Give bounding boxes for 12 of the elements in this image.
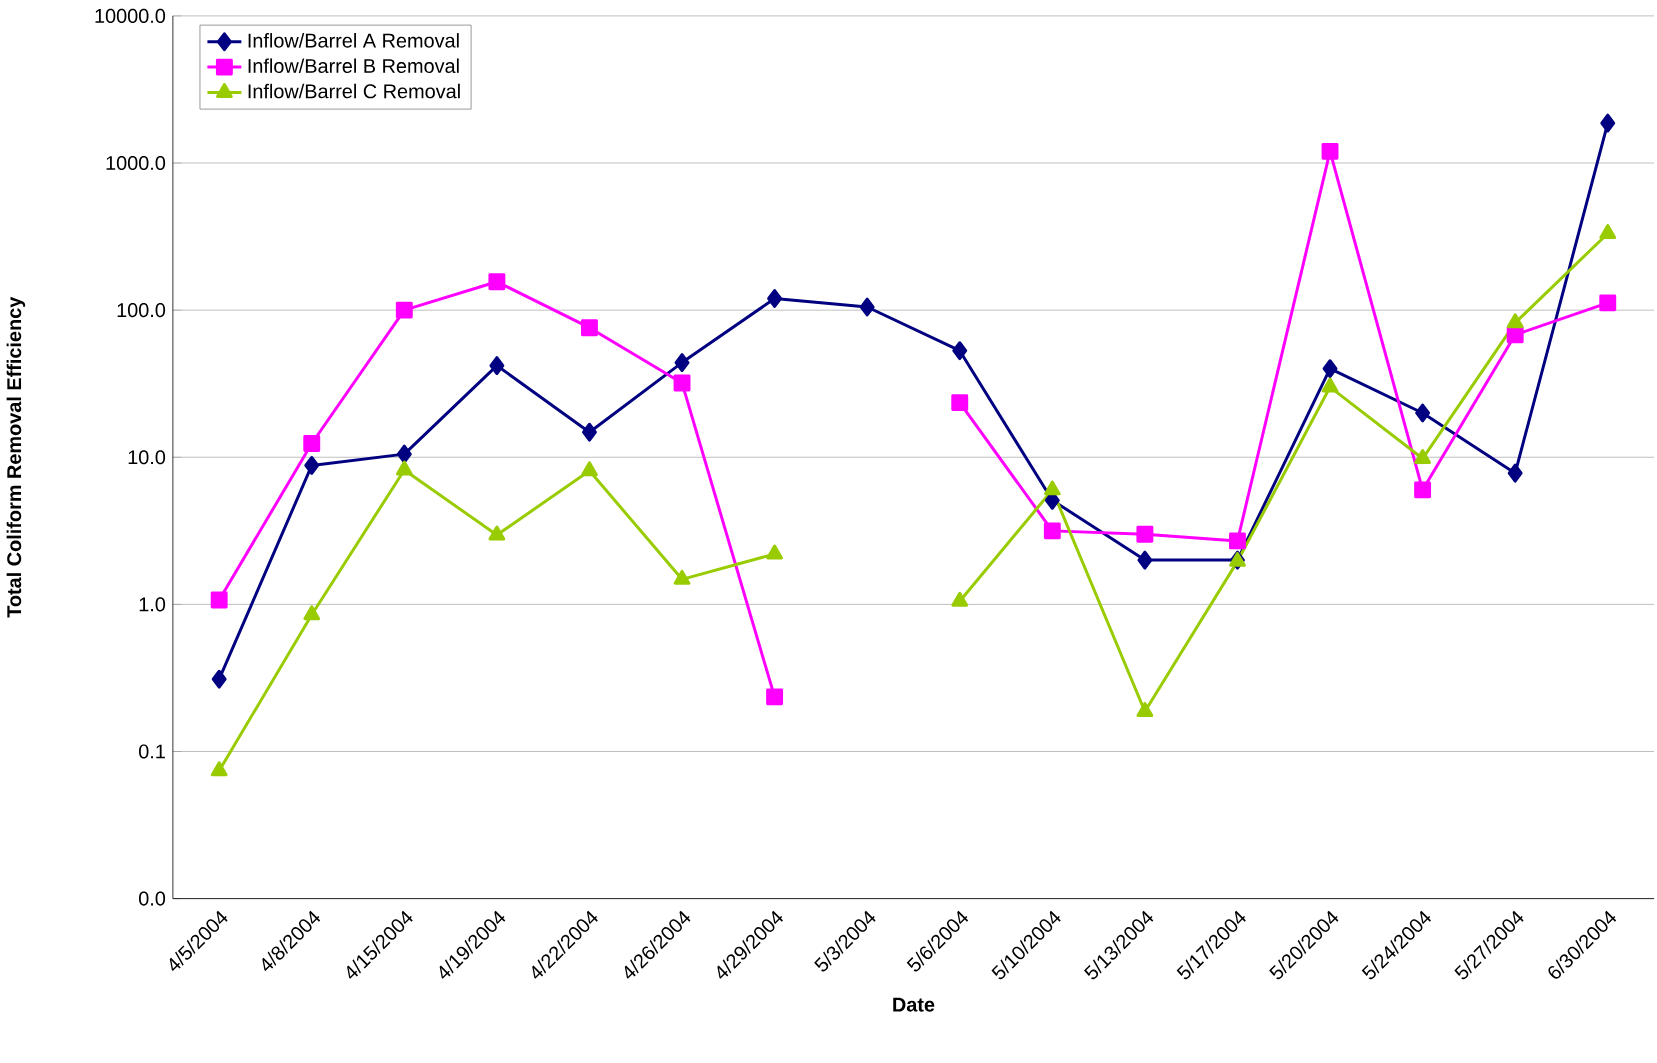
y-tick-label: 100.0: [117, 303, 166, 318]
y-tick-label: 1000.0: [106, 156, 166, 171]
y-tick-label: 10.0: [128, 450, 166, 465]
y-tick-label: 0.1: [139, 744, 165, 759]
legend-label: Inflow/Barrel A Removal: [248, 33, 459, 48]
y-tick-label: 1.0: [139, 597, 166, 612]
x-axis-title: Date: [893, 997, 935, 1012]
y-tick-label: 0.0: [139, 891, 166, 906]
y-tick-label: 10000.0: [95, 9, 166, 24]
legend-label: Inflow/Barrel C Removal: [248, 83, 460, 99]
y-axis-title: Total Coliform Removal Efficiency: [6, 297, 26, 618]
legend-label: Inflow/Barrel B Removal: [248, 58, 459, 74]
